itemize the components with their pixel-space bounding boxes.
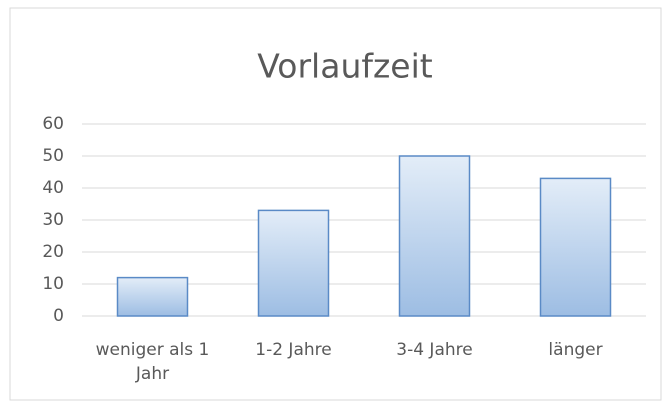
chart-title: Vorlaufzeit <box>257 47 432 86</box>
bar <box>539 177 612 317</box>
y-tick-label: 40 <box>42 178 64 198</box>
x-tick-label: 3-4 Jahre <box>396 340 473 360</box>
y-tick-label: 60 <box>42 114 64 134</box>
y-tick-label: 50 <box>42 146 64 166</box>
y-tick-label: 20 <box>42 242 64 262</box>
x-tick-label: länger <box>548 340 603 360</box>
y-tick-label: 30 <box>42 210 64 230</box>
y-tick-label: 0 <box>53 306 64 326</box>
bar <box>257 209 330 317</box>
x-tick-label: 1-2 Jahre <box>255 340 332 360</box>
x-tick-label: weniger als 1 Jahr <box>95 340 210 384</box>
bar <box>398 155 471 317</box>
bar <box>116 276 189 317</box>
y-tick-label: 10 <box>42 274 64 294</box>
